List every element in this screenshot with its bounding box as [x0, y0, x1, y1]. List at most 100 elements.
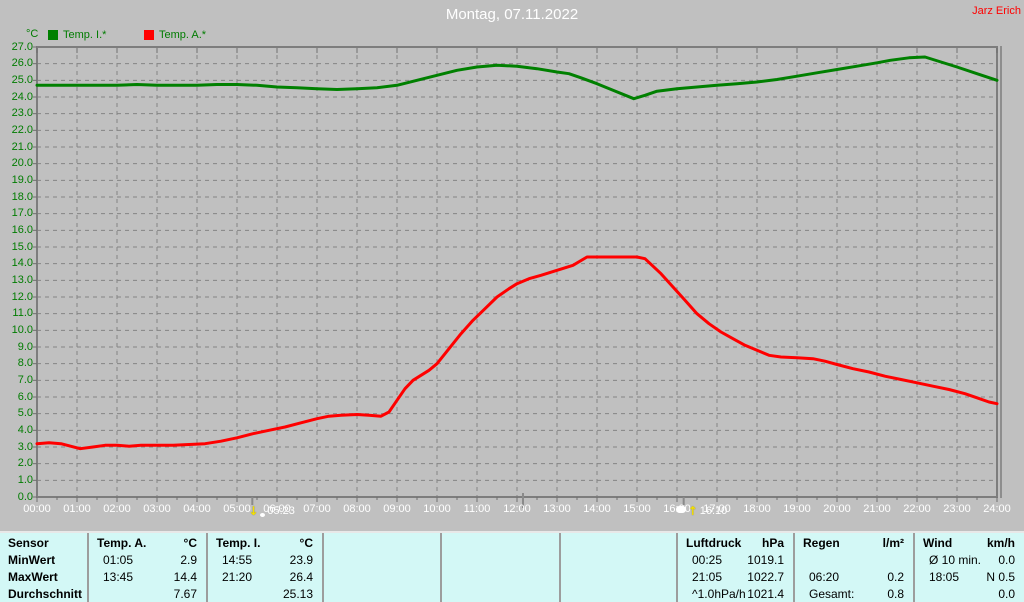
- stats-column-empty: [322, 533, 440, 602]
- stats-column-temp-i: Temp. I. °C 14:55 23.9 21:20 26.4 25.13: [206, 533, 322, 602]
- y-axis-tick-label: 14.0: [11, 257, 33, 270]
- moonrise-time: 16:10: [699, 505, 728, 517]
- x-axis-tick-label: 09:00: [383, 503, 411, 515]
- x-axis-tick-label: 17:00: [703, 503, 731, 515]
- stats-cell-value: [431, 552, 440, 569]
- stats-cell-value: 1021.4: [747, 587, 784, 601]
- legend-item-temp-i[interactable]: Temp. I.*: [48, 29, 106, 41]
- stats-header-unit: km/h: [986, 536, 1015, 550]
- stats-cell-value: [667, 569, 676, 586]
- y-axis-tick-label: 19.0: [11, 173, 33, 186]
- stats-cell-time: [324, 552, 338, 569]
- stats-column-temp-a: Temp. A. °C 01:05 2.9 13:45 14.4 7.67: [87, 533, 206, 602]
- x-axis-tick-label: 04:00: [183, 503, 211, 515]
- stats-cell-value: N 0.5: [986, 570, 1015, 584]
- stats-header-name: Regen: [803, 536, 840, 550]
- y-axis-tick-label: 2.0: [17, 457, 33, 470]
- stats-table: Sensor MinWert MaxWert Durchschnitt Temp. A.…: [0, 531, 1024, 602]
- y-axis-tick-label: 0.0: [17, 490, 33, 503]
- author-label: Jarz Erich: [972, 5, 1021, 17]
- stats-cell-value: 1019.1: [747, 553, 784, 567]
- arrow-down-icon: ↓: [248, 504, 259, 518]
- y-axis-tick-label: 10.0: [11, 323, 33, 336]
- page-title: Montag, 07.11.2022: [445, 6, 579, 23]
- stats-cell-time: [442, 569, 456, 586]
- y-axis-tick-label: 4.0: [17, 423, 33, 436]
- stats-cell-time: [208, 586, 222, 602]
- stats-cell-time: [324, 569, 338, 586]
- stats-cell-value: 2.9: [180, 553, 197, 567]
- y-axis-tick-label: 18.0: [11, 190, 33, 203]
- y-axis-tick-label: 22.0: [11, 123, 33, 136]
- stats-cell-time: [442, 586, 456, 602]
- legend-item-temp-a[interactable]: Temp. A.*: [144, 29, 206, 41]
- y-axis-tick-label: 27.0: [11, 40, 33, 53]
- y-axis-tick-label: 1.0: [17, 473, 33, 486]
- x-axis-tick-label: 06:00: [263, 503, 291, 515]
- y-axis-tick-label: 16.0: [11, 223, 33, 236]
- moon-dot-icon: [260, 513, 266, 517]
- stats-cell-time: [561, 552, 575, 569]
- stats-header-unit: °C: [183, 536, 197, 550]
- stats-cell-time: 00:25: [692, 553, 723, 567]
- x-axis-tick-label: 15:00: [623, 503, 651, 515]
- stats-cell-time: [324, 586, 338, 602]
- stats-cell-value: [550, 569, 559, 586]
- stats-cell-time: 21:05: [692, 570, 723, 584]
- stats-cell-time: [442, 552, 456, 569]
- stats-cell-value: 0.2: [887, 570, 904, 584]
- stats-cell-time: 21:20: [222, 570, 253, 584]
- stats-row-label: Sensor: [8, 536, 49, 550]
- y-axis-tick-label: 15.0: [11, 240, 33, 253]
- x-axis-tick-label: 18:00: [743, 503, 771, 515]
- stats-cell-time: ^1.0hPa/h: [692, 587, 746, 601]
- stats-row-label: MinWert: [8, 553, 56, 567]
- arrow-up-icon: ↑: [687, 504, 698, 518]
- stats-cell-time: 01:05: [103, 553, 134, 567]
- y-axis-unit-label: °C: [26, 28, 39, 40]
- stats-header-name: Temp. I.: [216, 536, 261, 550]
- stats-cell-time: [915, 586, 929, 602]
- y-axis-tick-label: 21.0: [11, 140, 33, 153]
- x-axis-tick-label: 24:00: [983, 503, 1011, 515]
- stats-header-name: [561, 535, 569, 552]
- x-axis-tick-label: 01:00: [63, 503, 91, 515]
- moonset-marker: ↓ 05:23: [248, 505, 295, 518]
- stats-cell-time: 14:55: [222, 553, 253, 567]
- stats-header-name: Temp. A.: [97, 536, 147, 550]
- stats-column-regen: Regen l/m² 06:20 0.2 Gesamt: 0.8: [793, 533, 913, 602]
- stats-cell-value: [431, 569, 440, 586]
- y-axis-tick-label: 23.0: [11, 107, 33, 120]
- stats-header-unit: [550, 535, 559, 552]
- stats-cell-value: 14.4: [173, 570, 197, 584]
- x-axis-tick-label: 20:00: [823, 503, 851, 515]
- y-axis-tick-label: 17.0: [11, 207, 33, 220]
- stats-cell-value: [550, 552, 559, 569]
- x-axis-tick-label: 21:00: [863, 503, 891, 515]
- x-axis-tick-label: 14:00: [583, 503, 611, 515]
- stats-column-empty: [559, 533, 676, 602]
- x-axis-tick-label: 03:00: [143, 503, 171, 515]
- stats-row-label: Durchschnitt: [8, 587, 83, 601]
- y-axis-tick-label: 5.0: [17, 407, 33, 420]
- temp-i-swatch-icon: [48, 30, 58, 40]
- stats-cell-value: 25.13: [282, 587, 313, 601]
- y-axis-tick-label: 24.0: [11, 90, 33, 103]
- stats-row-label: MaxWert: [8, 570, 58, 584]
- y-axis-tick-label: 12.0: [11, 290, 33, 303]
- x-axis-tick-label: 12:00: [503, 503, 531, 515]
- x-axis-tick-label: 05:00: [223, 503, 251, 515]
- stats-column-empty: [440, 533, 559, 602]
- x-axis-tick-label: 19:00: [783, 503, 811, 515]
- stats-cell-value: 26.4: [289, 570, 313, 584]
- legend-label-temp-i: Temp. I.*: [63, 29, 107, 41]
- y-axis-tick-label: 20.0: [11, 157, 33, 170]
- x-axis-tick-label: 08:00: [343, 503, 371, 515]
- stats-header-unit: l/m²: [882, 536, 904, 550]
- stats-cell-time: 18:05: [929, 570, 960, 584]
- stats-header-unit: [667, 535, 676, 552]
- x-axis-tick-label: 22:00: [903, 503, 931, 515]
- stats-cell-value: [431, 586, 440, 602]
- x-axis-tick-label: 10:00: [423, 503, 451, 515]
